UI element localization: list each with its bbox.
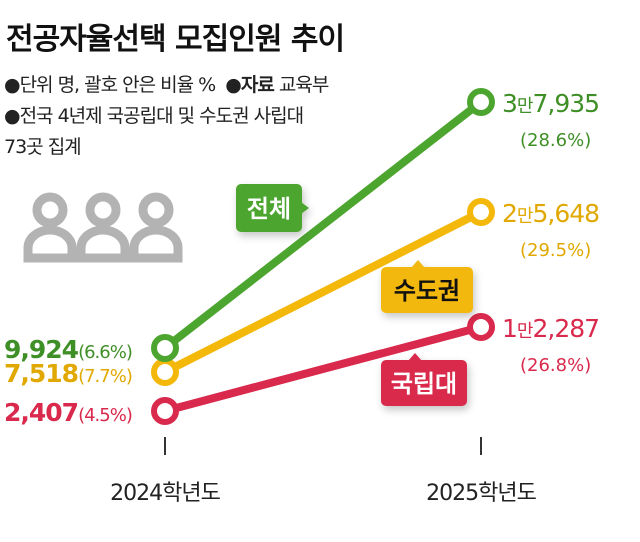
page-title: 전공자율선택 모집인원 추이 xyxy=(6,22,345,57)
data-point xyxy=(467,198,495,226)
value-label-2024: 2,407(4.5%) xyxy=(4,398,132,427)
series-label-tag xyxy=(381,353,467,406)
percent-label-2025: (29.5%) xyxy=(520,240,591,261)
source-label: ●자료 xyxy=(225,74,275,96)
source-value: 교육부 xyxy=(273,74,329,96)
people-group-icon xyxy=(23,192,183,263)
data-point xyxy=(467,313,495,341)
value-label-2024: 9,924(6.6%) xyxy=(4,335,132,364)
value-label-2025: 3만7,935 xyxy=(502,89,599,118)
data-point xyxy=(151,358,179,386)
series-line xyxy=(161,98,485,352)
value-label-2024: 7,518(7.7%) xyxy=(4,359,132,388)
series-line xyxy=(161,323,485,415)
unit-text: ●단위 명, 괄호 안은 비율 % xyxy=(4,74,216,96)
series-name: 전체 xyxy=(247,195,291,223)
scope-note-1: ●전국 4년제 국공립대 및 수도권 사립대 xyxy=(4,105,304,127)
data-point xyxy=(151,397,179,425)
scope-note-2: 73곳 집계 xyxy=(4,136,82,158)
value-label-2025: 1만2,287 xyxy=(502,314,599,343)
data-point xyxy=(151,334,179,362)
series-label-tag xyxy=(236,184,309,232)
series-name: 국립대 xyxy=(391,370,457,398)
percent-label-2025: (28.6%) xyxy=(520,130,591,151)
x-tick-label: 2025학년도 xyxy=(426,481,536,506)
unit-note: ●단위 명, 괄호 안은 비율 % ●자료 교육부 xyxy=(4,70,329,97)
value-label-2025: 2만5,648 xyxy=(502,199,599,228)
x-tick-label: 2024학년도 xyxy=(110,481,220,506)
series-name: 수도권 xyxy=(394,277,460,305)
data-point xyxy=(467,88,495,116)
series-label-tag xyxy=(381,260,473,313)
series-line xyxy=(161,208,485,376)
percent-label-2025: (26.8%) xyxy=(520,355,591,376)
